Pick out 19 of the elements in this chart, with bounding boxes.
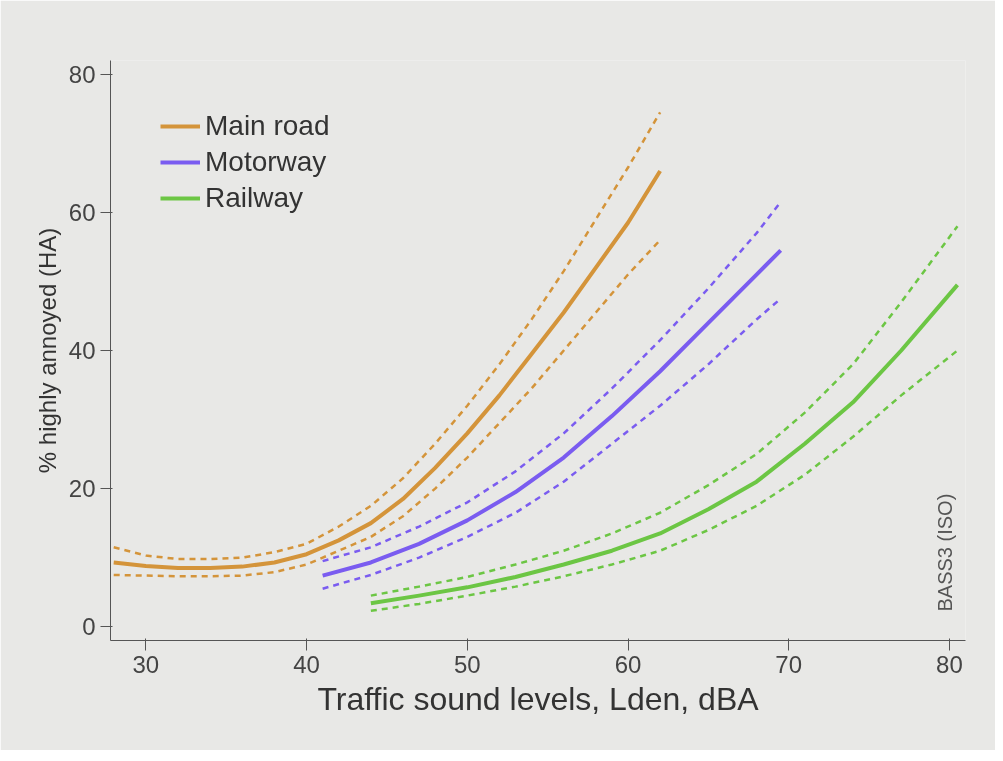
x-tick-label: 30 [132,650,160,678]
line-series [369,349,959,613]
legend-label: Main road [205,110,330,142]
y-tick-label: 60 [68,198,96,226]
x-tick-label: 40 [293,650,320,678]
line-series [320,248,783,578]
y-axis-title: % highly annoyed (HA) [33,227,61,474]
x-tick-label: 80 [936,650,963,678]
legend-label: Motorway [205,146,327,178]
x-tick-label: 50 [453,650,481,678]
legend-label: Railway [205,182,304,214]
x-tick-label: 60 [614,650,642,678]
x-tick-label: 70 [775,650,803,678]
y-tick-label: 80 [68,60,96,88]
y-tick-label: 0 [82,613,96,641]
y-tick-label: 20 [68,475,96,503]
x-axis-title: Traffic sound levels, Lden, dBA [317,680,760,717]
annotation: BASS3 (ISO) [933,493,956,612]
y-tick-label: 40 [68,337,96,364]
